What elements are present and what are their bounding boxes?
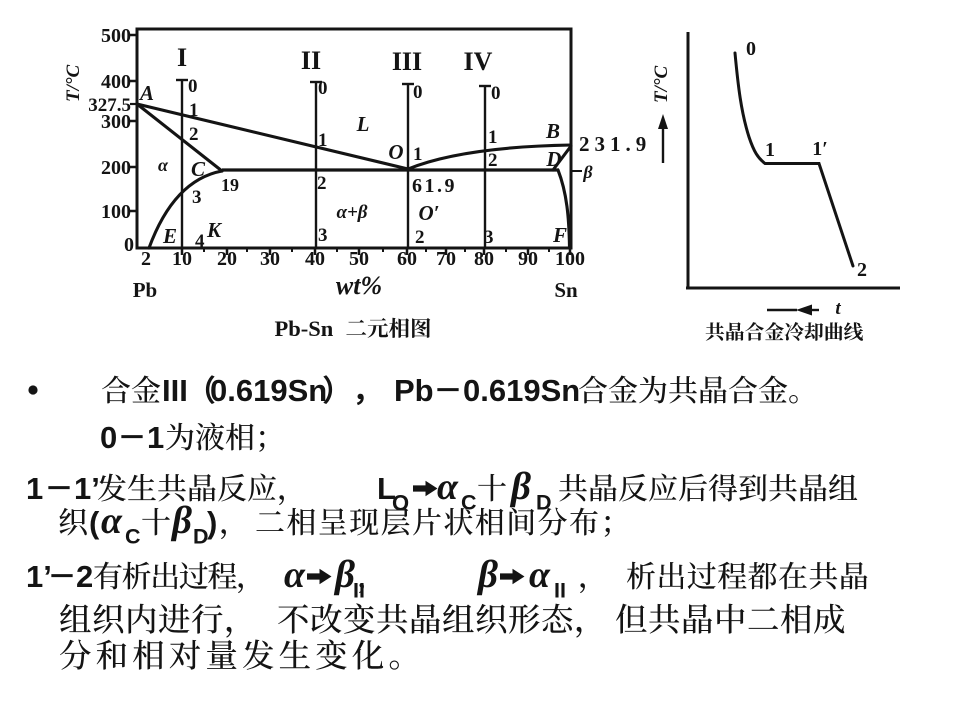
svg-text:Pb-Sn: Pb-Sn (275, 316, 334, 341)
svg-text:(: ( (89, 505, 100, 540)
svg-text:100: 100 (101, 201, 131, 223)
svg-text:D: D (545, 147, 561, 171)
svg-text:3: 3 (318, 225, 328, 246)
svg-text:T/°C: T/°C (651, 66, 672, 103)
svg-text:60: 60 (397, 248, 417, 270)
svg-text:231.9: 231.9 (579, 132, 651, 156)
svg-text:C: C (191, 157, 206, 181)
svg-text:100: 100 (555, 248, 585, 270)
svg-text:0.619Sn: 0.619Sn (210, 373, 327, 408)
svg-text:0: 0 (100, 420, 117, 455)
svg-text:10: 10 (172, 248, 192, 270)
svg-text:19: 19 (221, 175, 239, 195)
svg-text:3: 3 (192, 187, 202, 208)
svg-text:t: t (835, 298, 841, 319)
svg-text:50: 50 (349, 248, 369, 270)
svg-text:80: 80 (474, 248, 494, 270)
svg-text:61.9: 61.9 (412, 175, 457, 197)
svg-text:1′: 1′ (812, 138, 828, 160)
svg-text:1: 1 (488, 127, 498, 148)
svg-text:III: III (162, 373, 188, 408)
svg-text:70: 70 (436, 248, 456, 270)
svg-text:0: 0 (746, 38, 756, 60)
svg-text:0: 0 (491, 83, 501, 104)
svg-text:1: 1 (413, 144, 423, 165)
svg-text:30: 30 (260, 248, 280, 270)
svg-text:Pb: Pb (133, 278, 158, 302)
svg-text:40: 40 (305, 248, 325, 270)
svg-text:D: D (193, 525, 209, 549)
svg-text:2: 2 (857, 259, 867, 281)
svg-text:F: F (552, 223, 567, 247)
svg-text:O: O (388, 140, 403, 164)
svg-text:2: 2 (317, 173, 327, 194)
svg-text:200: 200 (101, 157, 131, 179)
svg-text:Pb: Pb (394, 373, 434, 408)
svg-text:): ) (207, 505, 217, 540)
svg-text:α+β: α+β (336, 202, 367, 223)
svg-text:90: 90 (518, 248, 538, 270)
svg-text:1: 1 (147, 420, 164, 455)
svg-text:0: 0 (413, 82, 423, 103)
svg-text:4: 4 (195, 231, 205, 252)
svg-text:400: 400 (101, 71, 131, 93)
svg-text:1’: 1’ (26, 559, 52, 594)
svg-text:1: 1 (765, 139, 775, 161)
svg-text:β: β (582, 162, 593, 182)
svg-text:II: II (353, 579, 365, 603)
svg-text:3: 3 (484, 227, 494, 248)
svg-text:2: 2 (141, 248, 151, 270)
svg-text:II: II (554, 579, 566, 603)
svg-text:B: B (545, 119, 560, 143)
svg-text:2: 2 (415, 227, 425, 248)
svg-text:2: 2 (76, 559, 93, 594)
svg-text:1’: 1’ (74, 471, 100, 506)
svg-text:L: L (377, 471, 396, 506)
svg-text:K: K (206, 218, 223, 242)
svg-text:C: C (125, 525, 141, 549)
svg-text:II: II (301, 46, 321, 75)
svg-text:IV: IV (464, 47, 493, 76)
svg-text:500: 500 (101, 25, 131, 47)
svg-text:2: 2 (488, 150, 498, 171)
svg-text:0: 0 (124, 234, 134, 256)
svg-text:O: O (392, 491, 409, 516)
svg-text:E: E (162, 224, 177, 248)
svg-text:C: C (461, 491, 477, 515)
svg-text:1: 1 (189, 100, 199, 121)
svg-text:A: A (138, 81, 154, 105)
svg-text:I: I (177, 43, 187, 72)
svg-text:20: 20 (217, 248, 237, 270)
svg-text:300: 300 (101, 111, 131, 133)
svg-text:wt%: wt% (336, 271, 382, 300)
svg-text:0: 0 (318, 78, 328, 99)
svg-text:α: α (158, 155, 169, 175)
svg-text:O′: O′ (418, 201, 439, 225)
svg-text:III: III (392, 47, 422, 76)
svg-text:0.619Sn: 0.619Sn (463, 373, 580, 408)
svg-text:1: 1 (26, 471, 43, 506)
svg-text:L: L (356, 112, 370, 136)
svg-text:D: D (536, 491, 552, 515)
svg-text:327.5: 327.5 (88, 95, 131, 116)
svg-text:T/°C: T/°C (63, 65, 84, 102)
svg-text:0: 0 (188, 76, 198, 97)
svg-text:Sn: Sn (554, 278, 578, 302)
svg-text:1: 1 (318, 130, 328, 151)
svg-text:2: 2 (189, 124, 199, 145)
